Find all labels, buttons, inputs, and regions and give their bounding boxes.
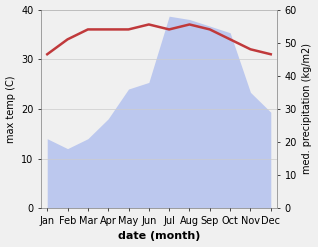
X-axis label: date (month): date (month) [118, 231, 200, 242]
Y-axis label: max temp (C): max temp (C) [5, 75, 16, 143]
Y-axis label: med. precipitation (kg/m2): med. precipitation (kg/m2) [302, 43, 313, 174]
